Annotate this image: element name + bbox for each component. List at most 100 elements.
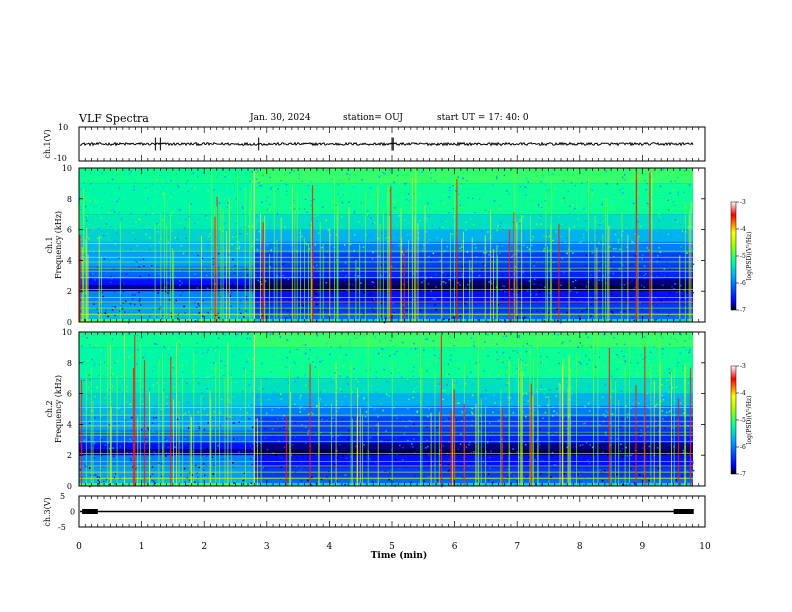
spectrogram-cell (553, 410, 556, 412)
spectrogram-cell (305, 196, 308, 199)
spectrogram-cell (141, 456, 144, 459)
spectrogram-cell (530, 345, 533, 347)
spectrogram-cell (303, 376, 305, 379)
spectrogram-cell (89, 199, 91, 202)
spectrogram-cell (426, 241, 429, 243)
spectrogram-cell (411, 443, 413, 445)
spectrogram-cell (682, 346, 685, 349)
spectrogram-cell (688, 438, 690, 440)
spectrogram-cell (90, 277, 92, 280)
spectrogram-cell (293, 299, 295, 301)
spectrogram-cell (79, 422, 82, 424)
spectrogram-cell (305, 442, 307, 444)
spectrogram-cell (610, 375, 613, 378)
spectrogram-cell (317, 284, 320, 286)
spectrogram-cell (433, 346, 435, 349)
spectrogram-cell (503, 339, 506, 341)
spectrogram-cell (619, 232, 621, 234)
spectrogram-cell (129, 458, 132, 460)
spectrogram-cell (250, 382, 253, 385)
spectrogram-cell (195, 407, 198, 409)
spectrogram-cell (437, 383, 439, 385)
spectrogram-cell (688, 184, 691, 186)
spectrogram-cell (192, 390, 195, 392)
spectrogram-cell (593, 311, 595, 314)
spectrogram-cell (604, 470, 606, 472)
spectrogram-cell (339, 356, 341, 358)
spectrogram-cell (505, 335, 508, 337)
spectrogram-cell (484, 397, 487, 400)
spectrogram-cell (402, 253, 404, 256)
spectrogram-cell (563, 306, 566, 309)
spectrogram-cell (640, 354, 642, 357)
colorbar-tick-label: -3 (740, 363, 746, 370)
spectrogram-cell (176, 238, 179, 240)
spectrogram-cell (123, 201, 126, 204)
spectrogram-cell (348, 367, 351, 370)
spectrogram-cell (425, 217, 428, 219)
spectrogram-cell (326, 476, 328, 478)
spectrogram-cell (617, 356, 620, 358)
spectrogram-cell (177, 430, 180, 433)
spectrogram-cell (472, 293, 474, 295)
spectrogram-cell (380, 232, 382, 234)
spectrogram-cell (154, 482, 156, 484)
spectrogram-cell (258, 387, 261, 390)
spectrogram-cell (439, 463, 441, 466)
spectrogram-cell (418, 172, 420, 174)
spectrogram-cell (581, 228, 583, 230)
spectrogram-cell (176, 184, 179, 187)
spectrogram-cell (301, 344, 304, 346)
spectrogram-cell (94, 417, 96, 419)
spectrogram-cell (266, 244, 269, 246)
spectrogram-cell (436, 387, 438, 389)
spectrogram-cell (365, 369, 367, 372)
spectrogram-cell (491, 184, 494, 186)
spectrogram-cell (91, 387, 94, 390)
spectrogram-cell (202, 398, 205, 401)
spectrogram-cell (446, 374, 448, 377)
spectrogram-cell (280, 179, 282, 182)
spectrogram-cell (330, 243, 332, 246)
spectrogram-cell (264, 280, 267, 282)
spectrogram-band (254, 168, 693, 184)
spectrogram-cell (115, 228, 117, 231)
spectrogram-cell (198, 427, 201, 430)
spectrogram-cell (448, 196, 451, 198)
spectrogram-cell (609, 396, 612, 398)
spectrogram-cell (612, 312, 614, 314)
spectrogram-cell (465, 229, 467, 231)
spectrogram-cell (561, 342, 563, 345)
spectrogram-cell (100, 349, 102, 352)
spectrogram-cell (290, 244, 292, 247)
spectrogram-cell (277, 188, 279, 190)
spectrogram-cell (591, 195, 593, 198)
spectrogram-cell (487, 334, 489, 336)
spectrogram-cell (589, 444, 591, 446)
spectrogram-cell (238, 451, 241, 453)
spectrogram-cell (448, 417, 450, 420)
spectrogram-cell (186, 180, 189, 182)
spectrogram-cell (639, 225, 642, 228)
spectrogram-cell (301, 235, 303, 238)
spectrogram-cell (286, 379, 288, 381)
spectrogram-cell (657, 345, 660, 348)
spectrogram-cell (107, 181, 110, 184)
spectrogram-cell (313, 212, 316, 214)
spectrogram-cell (179, 284, 181, 286)
spectrogram-cell (335, 204, 338, 207)
spectrogram-cell (179, 294, 182, 297)
spectrogram-cell (670, 337, 672, 339)
spectrogram-cell (645, 189, 647, 191)
spectrogram-cell (314, 186, 317, 188)
spectrogram-cell (599, 232, 601, 234)
spectrogram-cell (183, 467, 186, 470)
spectrogram-cell (162, 186, 164, 188)
spectrogram-cell (591, 189, 593, 192)
ch3-ylabel: ch.3(V) (43, 497, 52, 526)
time-tick-label: 0 (76, 542, 82, 552)
spectrogram-cell (574, 287, 577, 289)
spectrogram-cell (662, 284, 664, 286)
spectrogram-cell (380, 315, 382, 317)
spectrogram-cell (212, 173, 214, 176)
